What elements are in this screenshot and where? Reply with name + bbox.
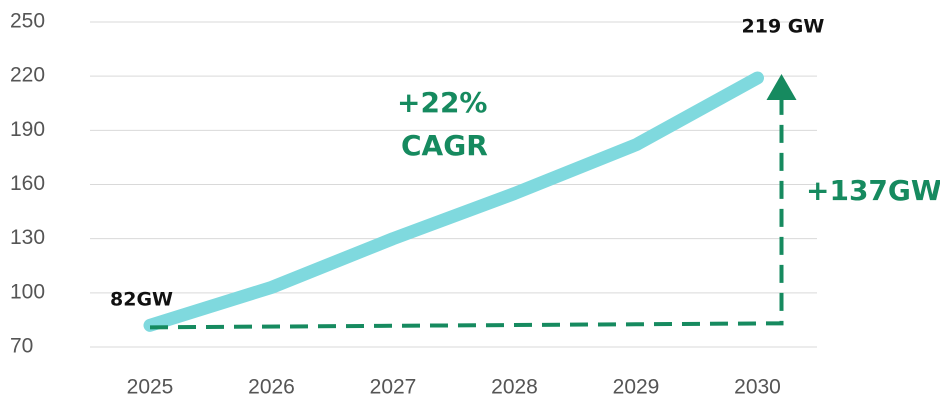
y-tick-label: 220: [10, 64, 45, 87]
x-tick-label: 2029: [613, 376, 660, 399]
x-tick-label: 2027: [370, 376, 417, 399]
annotation: +22%: [397, 86, 487, 119]
y-tick-label: 70: [10, 335, 33, 358]
y-tick-label: 100: [10, 280, 45, 303]
y-tick-label: 190: [10, 118, 45, 141]
x-tick-label: 2030: [734, 376, 781, 399]
x-tick-label: 2026: [248, 376, 295, 399]
y-tick-label: 250: [10, 10, 45, 33]
line: [143, 71, 764, 332]
annotation: +137GW: [806, 174, 940, 207]
annotation: CAGR: [401, 129, 488, 162]
arrow-head: [766, 73, 797, 100]
y-tick-label: 130: [10, 226, 45, 249]
annotation: 82GW: [110, 289, 173, 311]
y-tick-label: 160: [10, 172, 45, 195]
annotation: 219 GW: [742, 16, 825, 38]
dashed-arrow: [149, 95, 784, 330]
x-tick-label: 2028: [491, 376, 538, 399]
x-tick-label: 2025: [127, 376, 174, 399]
